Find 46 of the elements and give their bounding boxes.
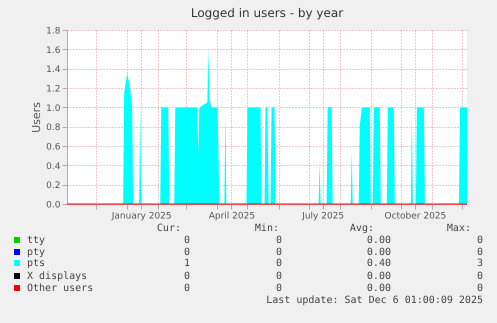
text: 0	[276, 283, 282, 294]
legend-label: tty	[27, 235, 46, 246]
text: 0.40	[366, 258, 391, 269]
x-tick-label: July 2025	[301, 212, 344, 222]
text: 0.00	[366, 235, 391, 246]
text: 0	[184, 235, 190, 246]
text: 0.00	[366, 247, 391, 258]
y-tick-label: 1.4	[46, 65, 61, 76]
text: 0	[184, 271, 190, 282]
chart-title: Logged in users - by year	[190, 6, 344, 20]
y-tick-label: 1.8	[46, 26, 61, 36]
y-axis-title: Users	[30, 102, 44, 133]
text: Cur:	[156, 223, 181, 234]
y-tick-label: 1.6	[46, 46, 61, 56]
text: 0	[476, 247, 483, 258]
legend-label: X displays	[27, 271, 88, 282]
text: 0.00	[366, 271, 391, 282]
text: 0	[476, 283, 483, 294]
text: Last update: Sat Dec 6 01:00:09 2025	[266, 295, 483, 306]
y-tick-label: 0.6	[46, 142, 61, 152]
text: 0	[476, 235, 483, 246]
legend-label: Other users	[27, 283, 94, 294]
text: 0	[184, 247, 190, 258]
text: 0	[476, 271, 483, 282]
text: 0	[184, 283, 190, 294]
text: Min:	[254, 223, 279, 234]
text: 3	[476, 258, 483, 269]
text: Avg:	[350, 223, 374, 234]
y-tick-label: 0.4	[46, 162, 61, 172]
text: 0	[276, 258, 282, 269]
y-tick-label: 1.0	[46, 104, 61, 114]
y-tick-label: 0.0	[46, 200, 61, 210]
text: Max:	[446, 223, 471, 234]
x-tick-label: January 2025	[110, 212, 172, 222]
legend-label: pts	[27, 258, 46, 269]
y-tick-label: 0.2	[46, 181, 60, 192]
text: 0	[276, 271, 282, 282]
y-tick-label: 0.8	[46, 123, 61, 134]
text: 0.00	[366, 283, 391, 294]
x-tick-label: October 2025	[384, 212, 446, 222]
x-tick-label: April 2025	[208, 212, 256, 222]
text: 1	[184, 258, 190, 269]
y-tick-label: 1.2	[46, 84, 60, 94]
legend-label: pty	[27, 247, 46, 258]
text: 0	[276, 247, 282, 258]
text: 0	[276, 235, 282, 246]
